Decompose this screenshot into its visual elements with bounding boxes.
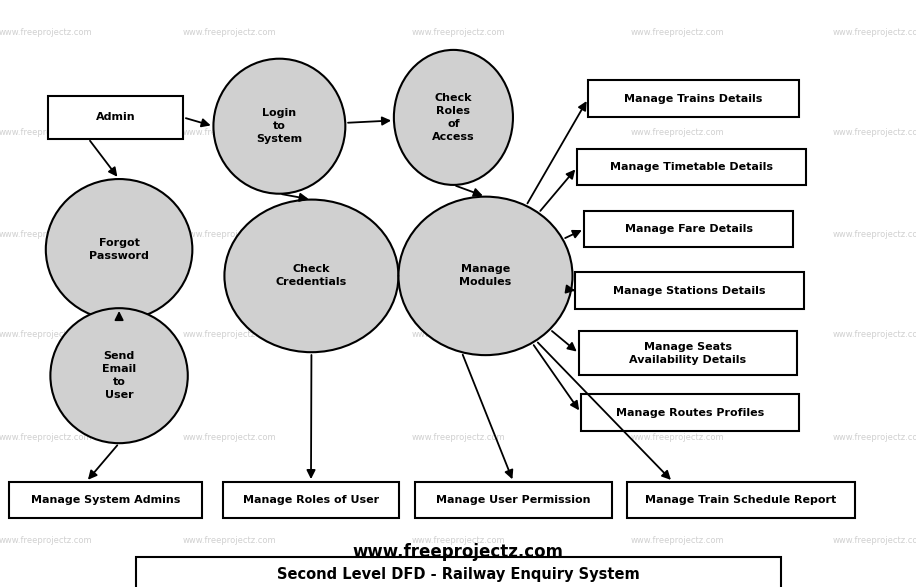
Text: www.freeprojectz.com: www.freeprojectz.com [411, 535, 505, 545]
Ellipse shape [394, 50, 513, 185]
Ellipse shape [46, 179, 192, 320]
Text: Send
Email
to
User: Send Email to User [102, 351, 136, 400]
Text: Manage Trains Details: Manage Trains Details [624, 93, 763, 104]
Bar [415, 482, 612, 518]
Ellipse shape [398, 197, 572, 355]
Text: Check
Credentials: Check Credentials [276, 264, 347, 288]
Text: www.freeprojectz.com: www.freeprojectz.com [182, 127, 276, 137]
Text: www.freeprojectz.com: www.freeprojectz.com [631, 433, 725, 442]
Bar [627, 482, 855, 518]
Text: www.freeprojectz.com: www.freeprojectz.com [411, 330, 505, 339]
Text: www.freeprojectz.com: www.freeprojectz.com [411, 433, 505, 442]
Text: www.freeprojectz.com: www.freeprojectz.com [353, 543, 563, 561]
Text: www.freeprojectz.com: www.freeprojectz.com [833, 230, 916, 239]
Text: www.freeprojectz.com: www.freeprojectz.com [833, 127, 916, 137]
Text: Manage Roles of User: Manage Roles of User [243, 495, 379, 505]
Text: www.freeprojectz.com: www.freeprojectz.com [411, 127, 505, 137]
Ellipse shape [213, 59, 345, 194]
Text: www.freeprojectz.com: www.freeprojectz.com [182, 28, 276, 37]
Text: Forgot
Password: Forgot Password [89, 238, 149, 261]
Text: www.freeprojectz.com: www.freeprojectz.com [0, 127, 93, 137]
Text: Manage Timetable Details: Manage Timetable Details [610, 162, 773, 173]
Text: www.freeprojectz.com: www.freeprojectz.com [182, 330, 276, 339]
Bar [223, 482, 399, 518]
Bar [581, 394, 799, 431]
Text: www.freeprojectz.com: www.freeprojectz.com [833, 330, 916, 339]
Text: www.freeprojectz.com: www.freeprojectz.com [411, 28, 505, 37]
Text: www.freeprojectz.com: www.freeprojectz.com [833, 535, 916, 545]
Text: www.freeprojectz.com: www.freeprojectz.com [0, 535, 93, 545]
Text: Login
to
System: Login to System [256, 108, 302, 144]
Text: www.freeprojectz.com: www.freeprojectz.com [0, 230, 93, 239]
Text: Manage Seats
Availability Details: Manage Seats Availability Details [629, 342, 747, 365]
Text: www.freeprojectz.com: www.freeprojectz.com [182, 433, 276, 442]
Bar [575, 272, 804, 309]
Bar [579, 331, 797, 376]
Text: www.freeprojectz.com: www.freeprojectz.com [631, 330, 725, 339]
Text: www.freeprojectz.com: www.freeprojectz.com [833, 28, 916, 37]
Text: www.freeprojectz.com: www.freeprojectz.com [631, 28, 725, 37]
Text: www.freeprojectz.com: www.freeprojectz.com [182, 535, 276, 545]
Text: Manage Train Schedule Report: Manage Train Schedule Report [646, 495, 836, 505]
Bar [584, 211, 793, 247]
Text: www.freeprojectz.com: www.freeprojectz.com [631, 535, 725, 545]
Bar [48, 96, 183, 139]
Text: Manage System Admins: Manage System Admins [30, 495, 180, 505]
Bar [577, 149, 806, 185]
Text: Manage Fare Details: Manage Fare Details [625, 224, 753, 234]
Bar [136, 557, 781, 587]
Text: Check
Roles
of
Access: Check Roles of Access [432, 93, 474, 142]
Bar [9, 482, 202, 518]
Text: Manage Routes Profiles: Manage Routes Profiles [616, 407, 764, 418]
Ellipse shape [224, 200, 398, 352]
Text: www.freeprojectz.com: www.freeprojectz.com [0, 28, 93, 37]
Ellipse shape [50, 308, 188, 443]
Text: www.freeprojectz.com: www.freeprojectz.com [631, 230, 725, 239]
Bar [588, 80, 799, 117]
Text: www.freeprojectz.com: www.freeprojectz.com [0, 433, 93, 442]
Text: Second Level DFD - Railway Enquiry System: Second Level DFD - Railway Enquiry Syste… [277, 566, 640, 582]
Text: Manage Stations Details: Manage Stations Details [614, 285, 766, 296]
Text: Manage
Modules: Manage Modules [459, 264, 512, 288]
Text: Manage User Permission: Manage User Permission [436, 495, 591, 505]
Text: www.freeprojectz.com: www.freeprojectz.com [631, 127, 725, 137]
Text: www.freeprojectz.com: www.freeprojectz.com [0, 330, 93, 339]
Text: www.freeprojectz.com: www.freeprojectz.com [182, 230, 276, 239]
Text: www.freeprojectz.com: www.freeprojectz.com [411, 230, 505, 239]
Text: Admin: Admin [95, 112, 136, 123]
Text: www.freeprojectz.com: www.freeprojectz.com [833, 433, 916, 442]
